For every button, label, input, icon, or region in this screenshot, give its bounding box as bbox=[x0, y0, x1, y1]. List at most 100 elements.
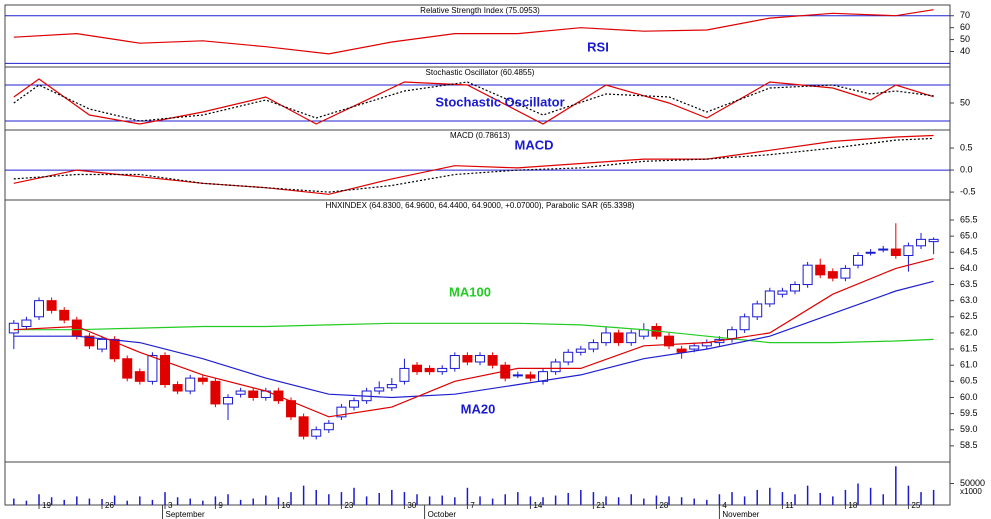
candle-body bbox=[903, 245, 914, 256]
candle-body bbox=[664, 335, 675, 347]
series-line bbox=[13, 134, 934, 195]
candle-body bbox=[8, 322, 19, 334]
candle-body bbox=[386, 384, 397, 389]
y-tick-label: 40 bbox=[960, 46, 970, 56]
candle-body bbox=[223, 396, 234, 405]
candle-body bbox=[134, 371, 145, 382]
candle-body bbox=[815, 264, 826, 276]
candle-body bbox=[512, 374, 523, 377]
y-tick-label: 0.5 bbox=[960, 142, 973, 152]
x-tick-label: 16 bbox=[281, 501, 290, 510]
candle-body bbox=[34, 300, 45, 318]
candle-body bbox=[689, 345, 700, 350]
candle-body bbox=[777, 290, 788, 295]
panel-title: MACD (0.78613) bbox=[450, 131, 510, 140]
x-tick-label: 19 bbox=[42, 501, 51, 510]
candle-body bbox=[197, 377, 208, 382]
candle-body bbox=[588, 342, 599, 350]
annotation: MACD bbox=[515, 137, 554, 152]
x-tick-label: 26 bbox=[105, 501, 114, 510]
y-tick-label: 64.5 bbox=[960, 247, 978, 257]
annotation: RSI bbox=[587, 39, 609, 54]
candle-body bbox=[160, 355, 171, 386]
panel-title: HNXINDEX (64.8300, 64.9600, 64.4400, 64.… bbox=[326, 201, 635, 210]
candle-body bbox=[865, 251, 876, 254]
candle-body bbox=[437, 367, 448, 373]
candle-body bbox=[626, 332, 637, 344]
y-tick-label: 65.5 bbox=[960, 214, 978, 224]
candle-body bbox=[374, 387, 385, 392]
candle-body bbox=[424, 367, 435, 373]
x-tick-label: 11 bbox=[785, 501, 794, 510]
annotation: MA20 bbox=[461, 401, 496, 416]
candle-body bbox=[827, 271, 838, 279]
y-tick-label: 65.0 bbox=[960, 231, 978, 241]
y-tick-label: 61.0 bbox=[960, 360, 978, 370]
candle-body bbox=[790, 284, 801, 292]
series-line bbox=[13, 9, 934, 55]
panel-frame bbox=[4, 129, 951, 201]
series-line bbox=[13, 280, 934, 399]
candle-body bbox=[878, 248, 889, 251]
series-line bbox=[13, 81, 934, 122]
y-tick-label: 59.0 bbox=[960, 424, 978, 434]
candle-body bbox=[676, 348, 687, 353]
candle-body bbox=[298, 416, 309, 437]
candle-body bbox=[563, 351, 574, 363]
candle-body bbox=[525, 374, 536, 379]
series-line bbox=[13, 322, 934, 344]
candle-body bbox=[210, 380, 221, 405]
candle-body bbox=[147, 355, 158, 382]
y-tick-label: 60.5 bbox=[960, 376, 978, 386]
x-tick-label: 9 bbox=[218, 501, 223, 510]
series-line bbox=[13, 258, 934, 418]
y-tick-label: -0.5 bbox=[960, 186, 976, 196]
y-tick-label: 70 bbox=[960, 10, 970, 20]
y-tick-label: 60.0 bbox=[960, 392, 978, 402]
panel-title: Stochastic Oscillator (60.4855) bbox=[426, 68, 535, 77]
y-tick-label: 58.5 bbox=[960, 440, 978, 450]
y-tick-label: 63.0 bbox=[960, 295, 978, 305]
candle-body bbox=[840, 267, 851, 279]
month-label: November bbox=[722, 510, 759, 519]
candle-body bbox=[21, 319, 32, 327]
y-tick-label: 63.5 bbox=[960, 279, 978, 289]
annotation: MA100 bbox=[449, 284, 491, 299]
candle-body bbox=[538, 371, 549, 382]
y-tick-label: 59.5 bbox=[960, 408, 978, 418]
y-tick-label: 50000 bbox=[960, 478, 985, 488]
candle-body bbox=[739, 316, 750, 331]
candle-body bbox=[235, 390, 246, 395]
panel-frame bbox=[4, 199, 951, 463]
candle-body bbox=[59, 309, 70, 321]
month-label: September bbox=[166, 510, 205, 519]
x-tick-label: 25 bbox=[911, 501, 920, 510]
candle-body bbox=[323, 422, 334, 431]
candle-body bbox=[399, 367, 410, 382]
x-tick-label: 18 bbox=[848, 501, 857, 510]
candle-body bbox=[109, 338, 120, 360]
candle-body bbox=[727, 329, 738, 340]
y-tick-label: 62.5 bbox=[960, 311, 978, 321]
candle-body bbox=[122, 358, 133, 379]
x-tick-label: 30 bbox=[407, 501, 416, 510]
y-tick-label: 50 bbox=[960, 97, 970, 107]
x-tick-label: 14 bbox=[533, 501, 542, 510]
candle-body bbox=[802, 264, 813, 286]
y-tick-label: 64.0 bbox=[960, 263, 978, 273]
candle-body bbox=[916, 238, 927, 247]
x-tick-label: 23 bbox=[344, 501, 353, 510]
x-tick-label: 3 bbox=[168, 501, 173, 510]
x-tick-label: 7 bbox=[470, 501, 475, 510]
series-line bbox=[13, 78, 934, 125]
candle-body bbox=[84, 335, 95, 347]
y-tick-label: 50 bbox=[960, 34, 970, 44]
candle-body bbox=[185, 377, 196, 392]
unit-label: x1000 bbox=[960, 487, 982, 496]
candle-body bbox=[853, 254, 864, 266]
candle-body bbox=[487, 355, 498, 366]
candle-body bbox=[412, 364, 423, 373]
candle-body bbox=[550, 361, 561, 373]
candle-body bbox=[172, 384, 183, 392]
